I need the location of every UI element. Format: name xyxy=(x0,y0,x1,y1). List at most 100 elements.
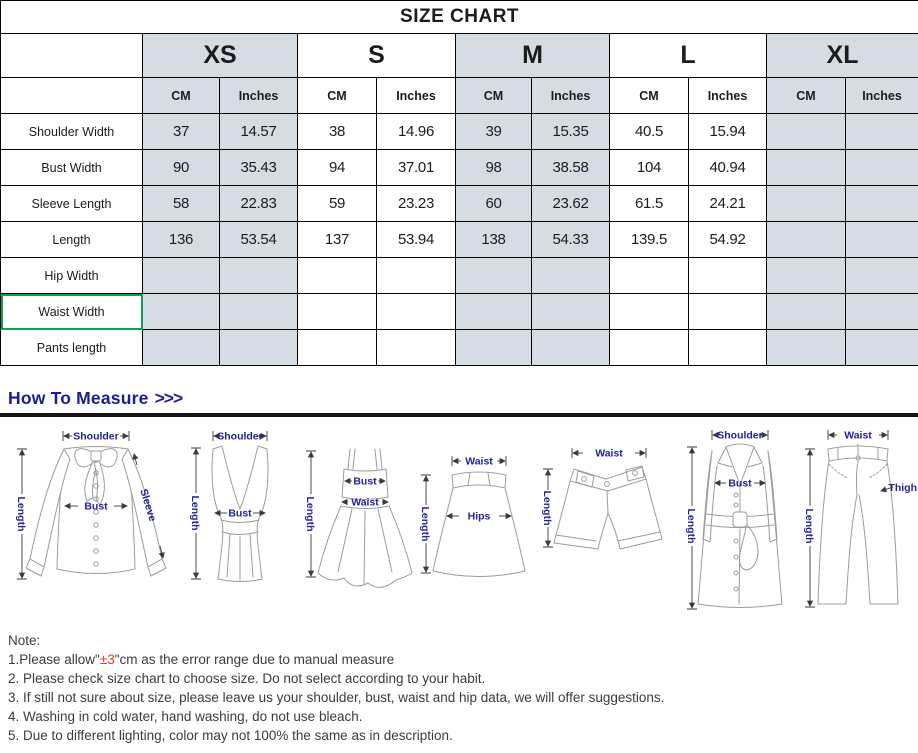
cell xyxy=(455,293,532,330)
row-label-hip-width: Hip Width xyxy=(0,257,143,294)
unit-header: Inches xyxy=(376,77,456,114)
waist-label: Waist xyxy=(465,456,493,468)
cell xyxy=(219,293,298,330)
cell: 24.21 xyxy=(688,185,767,222)
row-label-sleeve-length: Sleeve Length xyxy=(0,185,143,222)
cell xyxy=(531,293,610,330)
bust-label: Bust xyxy=(228,508,252,520)
cell: 54.92 xyxy=(688,221,767,258)
cell: 39 xyxy=(455,113,532,150)
measure-diagrams: Shoulder Length Bust Sleeve Shoulder Len… xyxy=(15,430,917,610)
notes-section: Note: 1.Please allow"±3"cm as the error … xyxy=(8,631,918,745)
cell xyxy=(844,329,918,366)
note-line-1-pre: 1.Please allow" xyxy=(8,652,100,667)
divider xyxy=(0,413,918,417)
thigh-label: Thigh xyxy=(888,482,917,494)
cell: 53.54 xyxy=(219,221,298,258)
note-heading: Note: xyxy=(8,633,41,648)
chevron-right-icons: >>> xyxy=(154,388,184,408)
length-label: Length xyxy=(15,497,27,532)
cell xyxy=(376,329,456,366)
note-line-4: 4. Washing in cold water, hand washing, … xyxy=(8,709,363,724)
unit-header: Inches xyxy=(219,77,298,114)
cell: 40.5 xyxy=(609,113,689,150)
unit-header: CM xyxy=(455,77,532,114)
table-row: Shoulder Width 37 14.57 38 14.96 39 15.3… xyxy=(0,113,918,150)
cell xyxy=(766,149,846,186)
cell: 15.94 xyxy=(688,113,767,150)
measure-heading: How To Measure >>> xyxy=(8,388,918,410)
cell xyxy=(688,257,767,294)
unit-header: Inches xyxy=(844,77,918,114)
note-line-5: 5. Due to different lighting, color may … xyxy=(8,728,453,743)
cell xyxy=(376,293,456,330)
unit-header: CM xyxy=(609,77,689,114)
cell xyxy=(844,257,918,294)
cell xyxy=(219,257,298,294)
corner-cell xyxy=(0,77,143,114)
cell xyxy=(455,257,532,294)
cell: 53.94 xyxy=(376,221,456,258)
cell xyxy=(531,329,610,366)
table-row: Pants length xyxy=(0,329,918,366)
tank-top-diagram: Shoulder Length Bust xyxy=(189,431,269,582)
dress-diagram: Bust Waist Length xyxy=(304,448,413,588)
shoulder-label: Shoulder xyxy=(717,430,763,442)
cell: 22.83 xyxy=(219,185,298,222)
waist-label: Waist xyxy=(844,430,872,442)
size-header-m: M xyxy=(455,33,610,78)
measure-heading-text: How To Measure xyxy=(8,388,149,408)
cell: 38.58 xyxy=(531,149,610,186)
length-label: Length xyxy=(189,496,201,531)
cell: 137 xyxy=(297,221,377,258)
size-header-xs: XS xyxy=(142,33,298,78)
cell xyxy=(609,257,689,294)
cell: 37.01 xyxy=(376,149,456,186)
size-chart-table: SIZE CHART XS S M L XL CM Inches CM Inch… xyxy=(0,0,918,366)
corner-cell xyxy=(0,33,143,78)
table-row: Sleeve Length 58 22.83 59 23.23 60 23.62… xyxy=(0,185,918,222)
cell: 23.62 xyxy=(531,185,610,222)
unit-header: CM xyxy=(142,77,220,114)
cell: 38 xyxy=(297,113,377,150)
cell xyxy=(766,221,846,258)
note-line-2: 2. Please check size chart to choose siz… xyxy=(8,671,486,686)
shorts-diagram: Waist Length xyxy=(541,448,663,550)
row-label-waist-width: Waist Width xyxy=(0,293,143,330)
cell xyxy=(844,185,918,222)
table-row: Bust Width 90 35.43 94 37.01 98 38.58 10… xyxy=(0,149,918,186)
note-line-3: 3. If still not sure about size, please … xyxy=(8,690,665,705)
row-label-length: Length xyxy=(0,221,143,258)
length-label: Length xyxy=(419,507,431,542)
shoulder-label: Shoulder xyxy=(217,431,263,443)
cell xyxy=(766,113,846,150)
unit-header: CM xyxy=(297,77,377,114)
length-label: Length xyxy=(541,491,553,526)
row-label-shoulder-width: Shoulder Width xyxy=(0,113,143,150)
cell xyxy=(766,329,846,366)
cell xyxy=(844,113,918,150)
cell: 59 xyxy=(297,185,377,222)
size-header-xl: XL xyxy=(765,33,918,78)
cell: 94 xyxy=(297,149,377,186)
length-label: Length xyxy=(685,509,697,544)
table-row: Hip Width xyxy=(0,257,918,294)
cell: 54.33 xyxy=(531,221,610,258)
cell: 23.23 xyxy=(376,185,456,222)
cell xyxy=(609,329,689,366)
cell: 35.43 xyxy=(219,149,298,186)
bust-label: Bust xyxy=(728,478,752,490)
unit-header: CM xyxy=(766,77,846,114)
cell xyxy=(844,293,918,330)
hips-label: Hips xyxy=(468,511,491,523)
waist-label: Waist xyxy=(351,497,379,509)
table-row: Waist Width xyxy=(0,293,918,330)
size-header-s: S xyxy=(297,33,456,78)
blouse-diagram: Shoulder Length Bust Sleeve xyxy=(15,431,167,580)
cell: 139.5 xyxy=(609,221,689,258)
cell: 138 xyxy=(455,221,532,258)
jeans-diagram: Waist Thigh Length xyxy=(803,430,917,608)
table-row: Length 136 53.54 137 53.94 138 54.33 139… xyxy=(0,221,918,258)
cell xyxy=(455,329,532,366)
row-label-pants-length: Pants length xyxy=(0,329,143,366)
